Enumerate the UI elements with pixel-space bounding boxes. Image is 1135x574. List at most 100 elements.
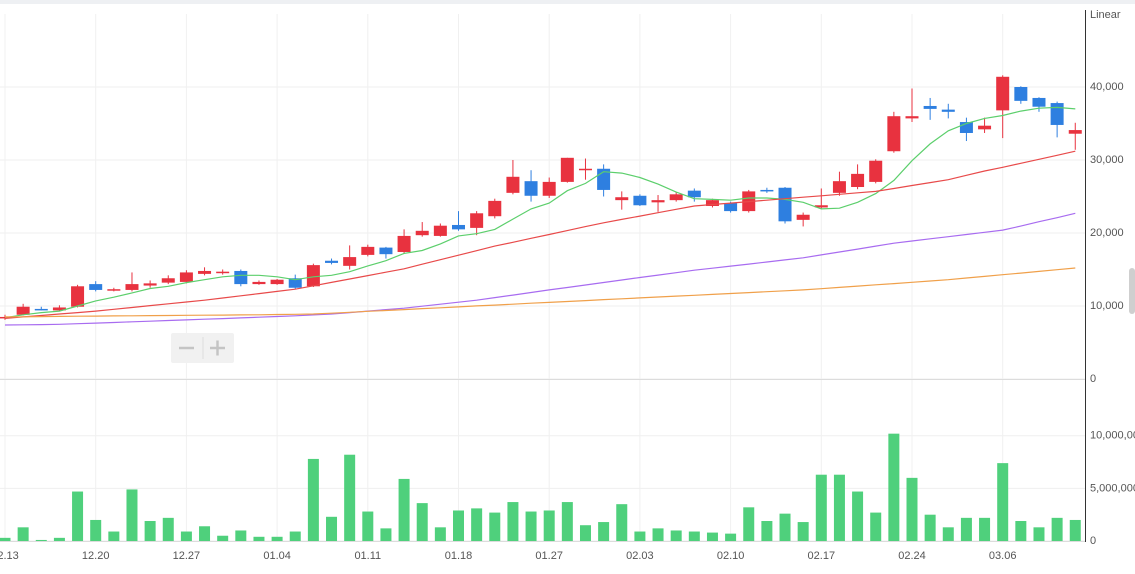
x-tick-label: 12.27 — [173, 550, 201, 562]
volume-bar — [362, 511, 374, 541]
top-bar — [0, 0, 1135, 4]
volume-bar — [906, 477, 918, 541]
x-tick-label: 03.06 — [989, 550, 1017, 562]
volume-bar — [1033, 527, 1045, 541]
volume-bar — [434, 527, 446, 541]
volume-bar — [489, 512, 501, 541]
axis-scale-label: Linear — [1090, 9, 1121, 21]
candle-body — [542, 181, 556, 196]
volume-bar — [199, 526, 211, 541]
candle-body — [89, 284, 103, 290]
y-tick-label: 10,000,000 — [1090, 430, 1135, 442]
candle-body — [578, 168, 592, 171]
candle-body — [651, 200, 665, 203]
candle-body — [978, 125, 992, 130]
volume-bar — [579, 525, 591, 541]
volume-bar — [17, 527, 29, 541]
x-tick-label: 02.10 — [717, 550, 745, 562]
candle-body — [923, 105, 937, 109]
volume-bar — [670, 530, 682, 541]
y-tick-label: 40,000 — [1090, 81, 1124, 93]
volume-bar — [162, 517, 174, 541]
candle-body — [52, 307, 66, 311]
candle-body — [778, 187, 792, 222]
volume-bar — [561, 502, 573, 541]
candle-body — [1068, 130, 1082, 134]
volume-bar — [380, 528, 392, 541]
volume-bar — [90, 519, 102, 541]
volume-bar — [126, 489, 138, 541]
candle-body — [724, 203, 738, 212]
candle-body — [343, 257, 357, 266]
candle-body — [851, 173, 865, 188]
volume-bar — [35, 539, 47, 541]
volume-bar — [72, 491, 84, 541]
candle-body — [905, 116, 919, 119]
candle-body — [361, 246, 375, 255]
x-tick-label: 01.18 — [445, 550, 473, 562]
volume-bar — [471, 508, 483, 541]
candle-body — [433, 225, 447, 236]
candle-body — [234, 270, 248, 285]
moving-average-line — [4, 106, 1076, 319]
y-tick-label: 20,000 — [1090, 227, 1124, 239]
candle-body — [832, 181, 846, 193]
candle-body — [179, 272, 193, 282]
candle-body — [270, 279, 284, 285]
candle-body — [959, 122, 973, 133]
candle-body — [216, 271, 230, 274]
candle-body — [506, 176, 520, 193]
volume-bar — [235, 530, 247, 541]
candle-body — [633, 195, 647, 206]
volume-bar — [852, 491, 864, 541]
candle-body — [669, 194, 683, 201]
volume-bar — [543, 510, 555, 541]
scrollbar[interactable] — [1129, 268, 1135, 314]
volume-bar — [797, 522, 809, 541]
volume-bar — [960, 517, 972, 541]
y-tick-label: 10,000 — [1090, 300, 1124, 312]
volume-bar — [833, 474, 845, 541]
volume-bar — [398, 478, 410, 541]
volume-bar — [1069, 519, 1081, 541]
candle-body — [325, 260, 339, 263]
zoom-in[interactable] — [210, 340, 225, 356]
candle-body — [198, 270, 212, 274]
y-tick-label: 0 — [1090, 373, 1096, 385]
y-tick-label: 5,000,000 — [1090, 482, 1135, 494]
volume-bar — [652, 528, 664, 541]
candle-body — [306, 265, 320, 287]
candle-body — [760, 189, 774, 192]
volume-bar — [144, 521, 156, 541]
volume-bar — [598, 522, 610, 541]
candle-body — [125, 284, 139, 290]
volume-bar — [870, 512, 882, 541]
x-tick-label: 01.11 — [354, 550, 381, 562]
candle-body — [1050, 103, 1064, 125]
x-tick-label: 12.13 — [0, 550, 19, 562]
volume-bar — [761, 521, 773, 541]
zoom-control — [171, 333, 234, 363]
volume-bar — [180, 531, 192, 541]
candle-body — [161, 278, 175, 283]
volume-bar — [344, 454, 356, 541]
y-tick-label: 0 — [1090, 535, 1096, 547]
volume-bar — [1051, 517, 1063, 541]
candle-body — [107, 289, 121, 291]
volume-bar — [507, 502, 519, 541]
volume-bar — [253, 536, 265, 541]
x-tick-label: 02.03 — [626, 550, 654, 562]
volume-bar — [616, 504, 628, 541]
x-tick-label: 01.04 — [263, 550, 291, 562]
candle-body — [560, 157, 574, 182]
candle-body — [415, 230, 429, 236]
volume-bar — [924, 514, 936, 541]
x-tick-label: 02.24 — [898, 550, 926, 562]
candle-body — [869, 160, 883, 182]
candle-body — [796, 214, 810, 220]
candle-body — [452, 224, 465, 230]
volume-bar — [307, 458, 319, 541]
volume-bar — [706, 532, 718, 541]
moving-average-line — [4, 150, 1076, 319]
